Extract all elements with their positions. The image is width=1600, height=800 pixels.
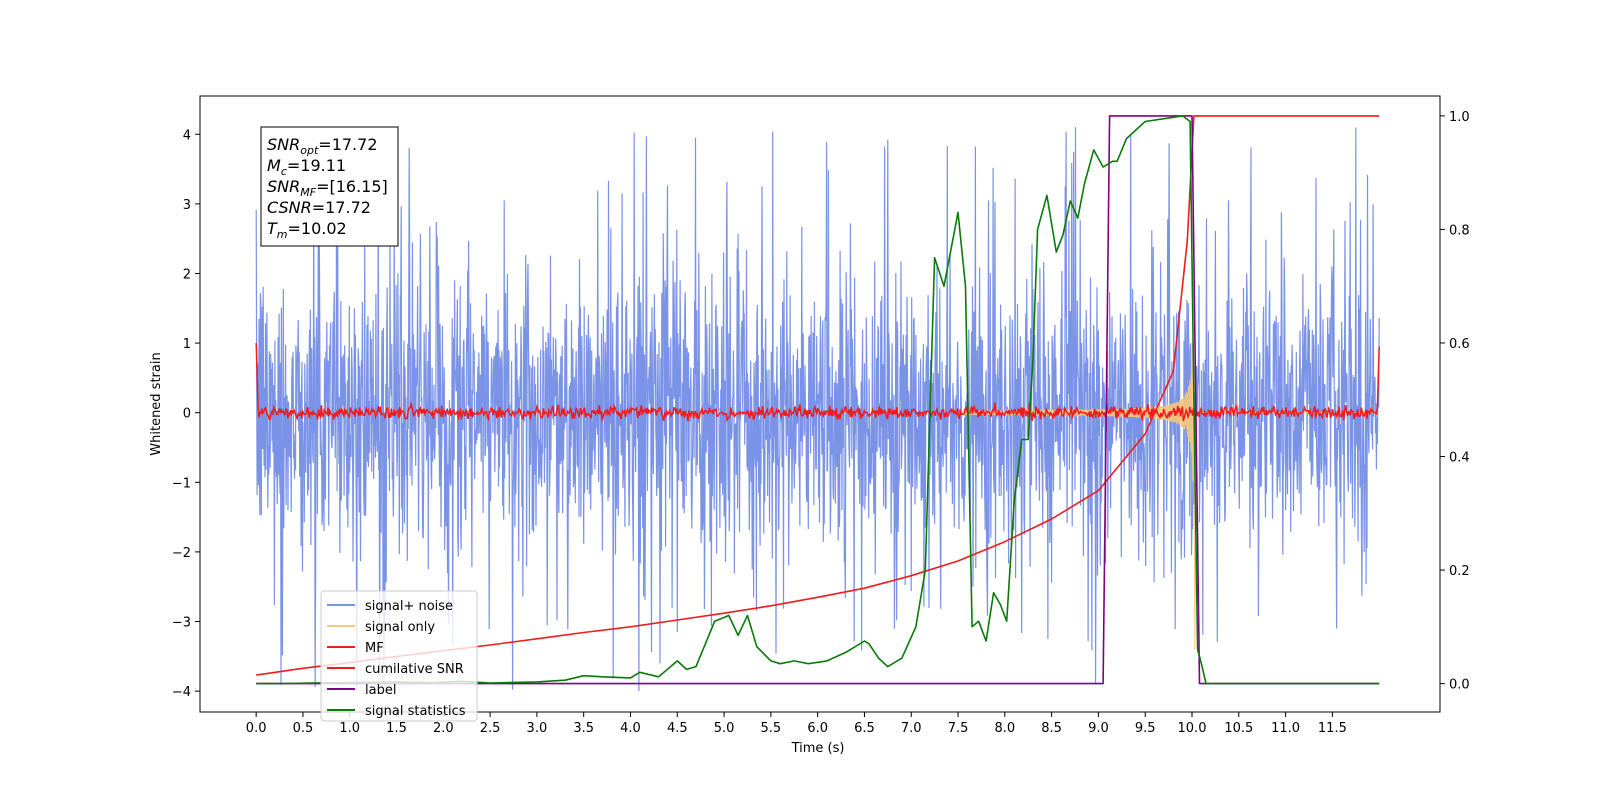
annotation-lines: SNRopt=17.72Mc=19.11SNRMF=[16.15]CSNR=17… <box>267 135 388 241</box>
x-tick-label: 9.0 <box>1088 721 1109 736</box>
x-tick-label: 7.5 <box>948 721 969 736</box>
y-tick-label: −2 <box>172 546 191 561</box>
x-tick-label: 3.0 <box>527 721 548 736</box>
x-tick-label: 8.0 <box>994 721 1015 736</box>
x-tick-label: 4.0 <box>620 721 641 736</box>
annotation-line: Mc=19.11 <box>267 156 346 178</box>
x-tick-label: 5.0 <box>714 721 735 736</box>
legend-frame <box>320 590 478 722</box>
annotation-line: SNRopt=17.72 <box>267 135 378 157</box>
legend-label: signal only <box>365 620 435 635</box>
legend-items: signal+ noise signal only MF cumilative SNR… <box>327 599 466 719</box>
y2-tick-label: 0.6 <box>1449 337 1470 352</box>
series-mf <box>255 343 1380 423</box>
x-tick-label: 6.0 <box>807 721 828 736</box>
legend-label: label <box>365 683 396 698</box>
legend: signal+ noise signal only MF cumilative SNR… <box>320 590 478 722</box>
annotation-box: SNRopt=17.72Mc=19.11SNRMF=[16.15]CSNR=17… <box>260 126 399 247</box>
y2-tick-label: 1.0 <box>1449 110 1470 125</box>
x-tick-label: 7.0 <box>901 721 922 736</box>
x-tick-label: 3.5 <box>573 721 594 736</box>
legend-label: signal statistics <box>365 704 466 719</box>
x-tick-label: 2.0 <box>433 721 454 736</box>
x-tick-label: 11.5 <box>1318 721 1347 736</box>
x-axis-label: Time (s) <box>791 741 845 756</box>
x-tick-label: 10.0 <box>1178 721 1207 736</box>
y-axis-ticks: 4 3 2 1 0 −1 −2 −3 −4 <box>172 128 200 700</box>
annotation-line: CSNR=17.72 <box>267 198 371 217</box>
annotation-box-frame <box>260 126 399 247</box>
x-tick-label: 10.5 <box>1224 721 1253 736</box>
legend-label: cumilative SNR <box>365 662 464 677</box>
y-axis-label: Whitened strain <box>149 352 164 455</box>
annotation-line: SNRMF=[16.15] <box>267 177 388 199</box>
x-axis-ticks: 0.0 0.5 1.0 1.5 2.0 2.5 3.0 3.5 4.0 4.5 5.0 5.5 6.0 6… <box>246 712 1347 736</box>
legend-label: signal+ noise <box>365 599 453 614</box>
y-tick-label: 2 <box>183 267 191 282</box>
y-tick-label: −1 <box>172 476 191 491</box>
y-tick-label: 0 <box>183 407 191 422</box>
x-tick-label: 0.0 <box>246 721 267 736</box>
x-tick-label: 5.5 <box>761 721 782 736</box>
x-tick-label: 6.5 <box>854 721 875 736</box>
axes-frame <box>199 95 1441 713</box>
y-tick-label: 4 <box>183 128 191 143</box>
y-tick-label: −3 <box>172 616 191 631</box>
x-tick-label: 9.5 <box>1135 721 1156 736</box>
x-tick-label: 11.0 <box>1271 721 1300 736</box>
x-tick-label: 2.5 <box>480 721 501 736</box>
y-tick-label: −4 <box>172 685 191 700</box>
x-tick-label: 0.5 <box>293 721 314 736</box>
y2-axis-ticks: 1.0 0.8 0.6 0.4 0.2 0.0 <box>1440 110 1470 693</box>
y-tick-label: 1 <box>183 337 191 352</box>
y2-tick-label: 0.0 <box>1449 678 1470 693</box>
x-tick-label: 4.5 <box>667 721 688 736</box>
y2-tick-label: 0.2 <box>1449 564 1470 579</box>
y2-tick-label: 0.8 <box>1449 223 1470 238</box>
annotation-line: Tm=10.02 <box>267 219 347 241</box>
legend-label: MF <box>365 641 384 656</box>
y-tick-label: 3 <box>183 198 191 213</box>
y2-tick-label: 0.4 <box>1449 451 1470 466</box>
x-tick-label: 1.5 <box>386 721 407 736</box>
series-signal-noise <box>255 127 1380 692</box>
series-signal-statistics <box>256 115 1380 685</box>
x-tick-label: 8.5 <box>1041 721 1062 736</box>
x-tick-label: 1.0 <box>339 721 360 736</box>
